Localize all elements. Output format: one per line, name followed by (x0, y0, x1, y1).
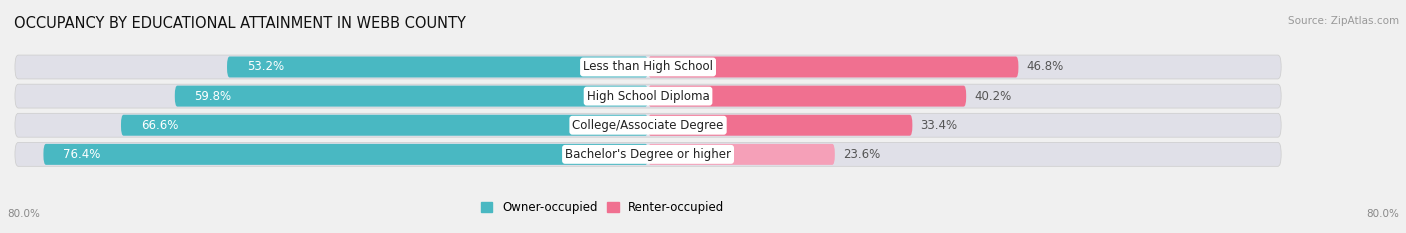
Text: 66.6%: 66.6% (141, 119, 179, 132)
FancyBboxPatch shape (648, 115, 912, 136)
Text: 23.6%: 23.6% (842, 148, 880, 161)
Text: 80.0%: 80.0% (7, 209, 39, 219)
FancyBboxPatch shape (121, 115, 648, 136)
Text: Source: ZipAtlas.com: Source: ZipAtlas.com (1288, 16, 1399, 26)
Text: 53.2%: 53.2% (247, 61, 284, 73)
Text: 46.8%: 46.8% (1026, 61, 1063, 73)
FancyBboxPatch shape (174, 86, 648, 107)
Text: College/Associate Degree: College/Associate Degree (572, 119, 724, 132)
FancyBboxPatch shape (15, 84, 1281, 108)
FancyBboxPatch shape (648, 86, 966, 107)
Text: 59.8%: 59.8% (194, 90, 232, 103)
FancyBboxPatch shape (15, 113, 1281, 137)
Text: 80.0%: 80.0% (1367, 209, 1399, 219)
Text: Less than High School: Less than High School (583, 61, 713, 73)
Text: 33.4%: 33.4% (921, 119, 957, 132)
Text: High School Diploma: High School Diploma (586, 90, 710, 103)
FancyBboxPatch shape (15, 55, 1281, 79)
FancyBboxPatch shape (648, 144, 835, 165)
FancyBboxPatch shape (226, 56, 648, 77)
FancyBboxPatch shape (15, 142, 1281, 166)
Text: 40.2%: 40.2% (974, 90, 1011, 103)
Text: 76.4%: 76.4% (63, 148, 101, 161)
FancyBboxPatch shape (648, 56, 1018, 77)
Text: OCCUPANCY BY EDUCATIONAL ATTAINMENT IN WEBB COUNTY: OCCUPANCY BY EDUCATIONAL ATTAINMENT IN W… (14, 16, 465, 31)
FancyBboxPatch shape (44, 144, 648, 165)
Text: Bachelor's Degree or higher: Bachelor's Degree or higher (565, 148, 731, 161)
Legend: Owner-occupied, Renter-occupied: Owner-occupied, Renter-occupied (481, 201, 724, 214)
